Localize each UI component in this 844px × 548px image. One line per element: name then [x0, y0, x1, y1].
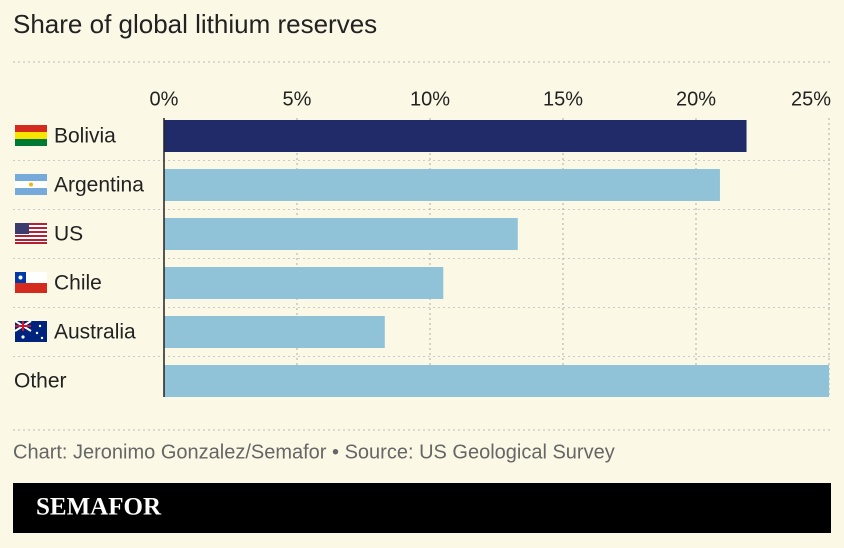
flag-chile — [15, 272, 47, 293]
flag-us — [15, 223, 47, 244]
category-label: Argentina — [54, 174, 144, 197]
brand-logo: SEMAFOR — [36, 494, 162, 521]
category-label: Other — [14, 370, 67, 393]
x-tick-label: 10% — [410, 88, 450, 110]
bar — [164, 267, 444, 299]
x-tick-label: 25% — [791, 88, 831, 110]
bar — [164, 169, 720, 201]
bar — [164, 218, 518, 250]
x-tick-label: 20% — [676, 88, 716, 110]
bar — [164, 120, 747, 152]
x-tick-label: 0% — [150, 88, 179, 110]
x-tick-label: 15% — [543, 88, 583, 110]
category-label: Bolivia — [54, 125, 116, 148]
category-label: US — [54, 223, 83, 246]
x-tick-label: 5% — [283, 88, 312, 110]
source-note: Chart: Jeronimo Gonzalez/Semafor • Sourc… — [13, 441, 615, 463]
bar — [164, 316, 385, 348]
chart-title: Share of global lithium reserves — [13, 9, 377, 39]
flags — [14, 125, 47, 342]
bar — [164, 365, 829, 397]
category-label: Chile — [54, 272, 102, 295]
flag-bolivia — [15, 125, 47, 146]
flag-argentina — [15, 174, 47, 195]
category-label: Australia — [54, 321, 136, 344]
brand-bar — [13, 483, 831, 533]
flag-australia — [14, 320, 47, 342]
